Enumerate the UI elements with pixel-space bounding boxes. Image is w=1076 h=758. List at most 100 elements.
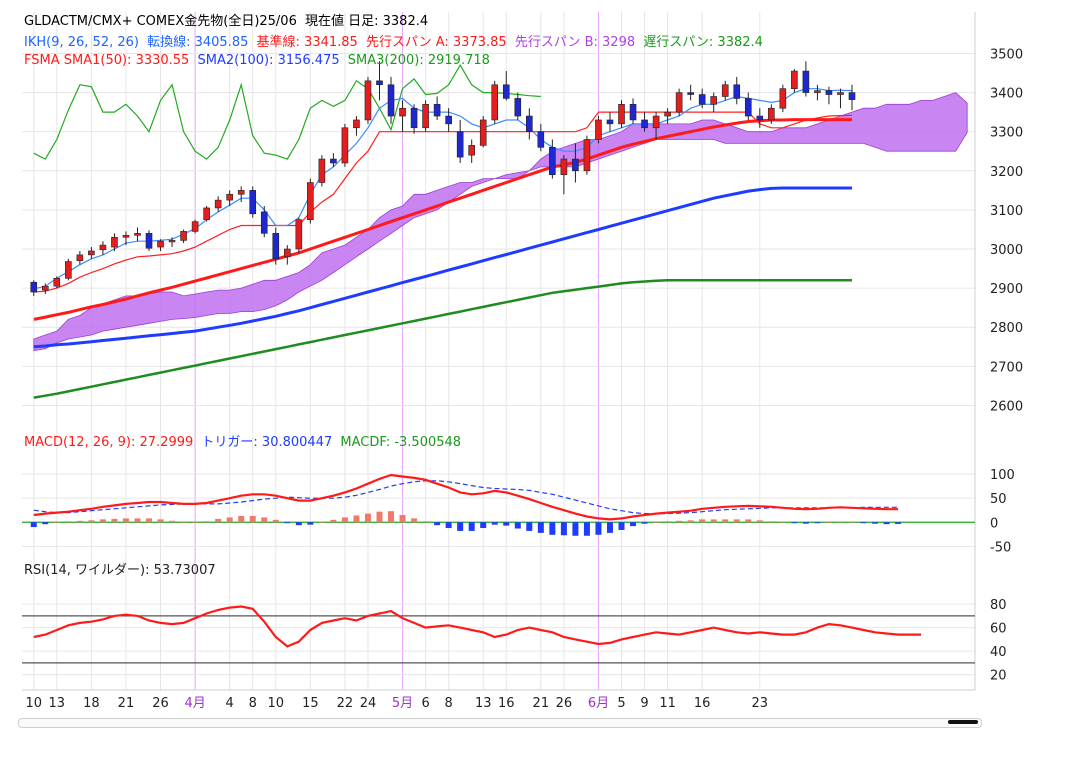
rsi-y-tick-label: 60 — [990, 622, 1007, 637]
macdf-bar — [76, 520, 83, 523]
rsi-line — [33, 605, 922, 648]
macdf-bar — [733, 519, 740, 523]
macdf-bar — [606, 522, 613, 533]
macdf-bar — [272, 519, 279, 523]
candle-body — [157, 240, 164, 248]
macdf-bar — [883, 522, 890, 525]
macdf-bar — [457, 522, 464, 531]
x-tick-label: 5月 — [392, 696, 413, 711]
macdf-bar — [526, 522, 533, 531]
macdf-bar — [88, 520, 95, 523]
macdf-bar — [722, 519, 729, 523]
x-tick-label: 11 — [659, 696, 676, 711]
macdf-bar — [630, 522, 637, 527]
macdf-bar — [756, 520, 763, 523]
sma2-label: SMA2(100): 3156.475 — [197, 53, 340, 68]
macdf-bar — [99, 519, 106, 523]
macdf-bar — [65, 521, 72, 523]
candle-body — [802, 70, 810, 93]
main-y-tick-label: 3500 — [990, 47, 1023, 62]
macd-y-tick-label: 50 — [990, 492, 1007, 507]
candle-body — [491, 84, 499, 121]
candle-body — [318, 158, 326, 183]
macdf-label: MACDF: -3.500548 — [340, 435, 462, 450]
macdf-bar — [122, 518, 129, 523]
macdf-bar — [710, 519, 717, 523]
sma3-line — [33, 279, 852, 399]
candle-body — [260, 211, 268, 234]
macdf-bar — [745, 519, 752, 523]
candle-body — [364, 80, 372, 121]
x-tick-label: 22 — [337, 696, 354, 711]
macdf-bar — [111, 518, 118, 523]
chart-scrollbar-track[interactable] — [18, 718, 982, 728]
x-tick-label: 13 — [475, 696, 492, 711]
candle-body — [30, 281, 38, 293]
x-tick-label: 21 — [533, 696, 550, 711]
macdf-bar — [318, 522, 325, 523]
x-tick-label: 24 — [360, 696, 377, 711]
macdf-bar — [284, 522, 291, 524]
x-tick-label: 8 — [249, 696, 257, 711]
x-tick-label: 13 — [49, 696, 66, 711]
candle-body — [479, 119, 487, 146]
candle-body — [583, 139, 591, 172]
candle-body — [399, 107, 406, 117]
candle-body — [641, 119, 648, 129]
header-line-1: GLDACTM/CMX+ COMEX金先物(全日)25/06 現在値 日足: 3… — [24, 14, 432, 30]
macdf-bar — [860, 522, 867, 524]
candle-body — [526, 115, 533, 132]
macdf-bar — [434, 522, 441, 526]
chart-scrollbar-thumb[interactable] — [948, 720, 978, 724]
main-y-tick-label: 3300 — [990, 126, 1023, 141]
main-y-tick-label: 2900 — [990, 282, 1023, 297]
macdf-bar — [595, 522, 602, 535]
macdf-bar — [146, 518, 153, 523]
macdf-bar — [376, 511, 383, 523]
candle-body — [341, 127, 349, 164]
x-tick-label: 5 — [617, 696, 625, 711]
x-tick-label: 26 — [556, 696, 573, 711]
candle-body — [76, 254, 84, 262]
x-tick-label: 8 — [444, 696, 452, 711]
candle-body — [53, 278, 61, 287]
candle-body — [456, 131, 464, 158]
x-tick-label: 4月 — [184, 696, 205, 711]
sma1-label: FSMA SMA1(50): 3330.55 — [24, 53, 190, 68]
candle-body — [468, 145, 475, 156]
macdf-bar — [53, 522, 60, 523]
macdf-bar — [295, 522, 302, 526]
candle-body — [721, 84, 729, 97]
macdf-bar — [226, 517, 233, 523]
candle-body — [191, 221, 199, 232]
macdf-bar — [537, 522, 544, 533]
macdf-bar — [837, 521, 844, 523]
candle-body — [733, 84, 741, 99]
macdf-bar — [169, 520, 176, 523]
ikh-label: IKH(9, 26, 52, 26) — [24, 35, 139, 50]
candle-body — [88, 250, 95, 256]
candle-body — [307, 182, 314, 220]
candle-body — [249, 190, 257, 215]
macdf-bar — [583, 522, 590, 536]
main-y-tick-label: 2800 — [990, 321, 1023, 336]
candle-body — [65, 261, 72, 279]
macdf-bar — [699, 519, 706, 523]
macdf-bar — [180, 522, 187, 523]
macdf-bar — [872, 522, 879, 524]
macdf-bar — [560, 522, 567, 536]
tenkan-label: 転換線: 3405.85 — [147, 35, 249, 50]
main-y-tick-label: 3400 — [990, 87, 1023, 102]
candle-body — [445, 115, 452, 125]
candle-body — [295, 219, 303, 250]
ichimoku-cloud — [33, 92, 968, 352]
candle-body — [698, 94, 706, 105]
macdf-bar — [468, 522, 475, 531]
kijun-line — [33, 111, 853, 293]
macdf-bar — [364, 513, 371, 523]
x-tick-label: 18 — [83, 696, 100, 711]
candle-body — [180, 231, 187, 241]
rsi-y-tick-label: 40 — [990, 645, 1007, 660]
